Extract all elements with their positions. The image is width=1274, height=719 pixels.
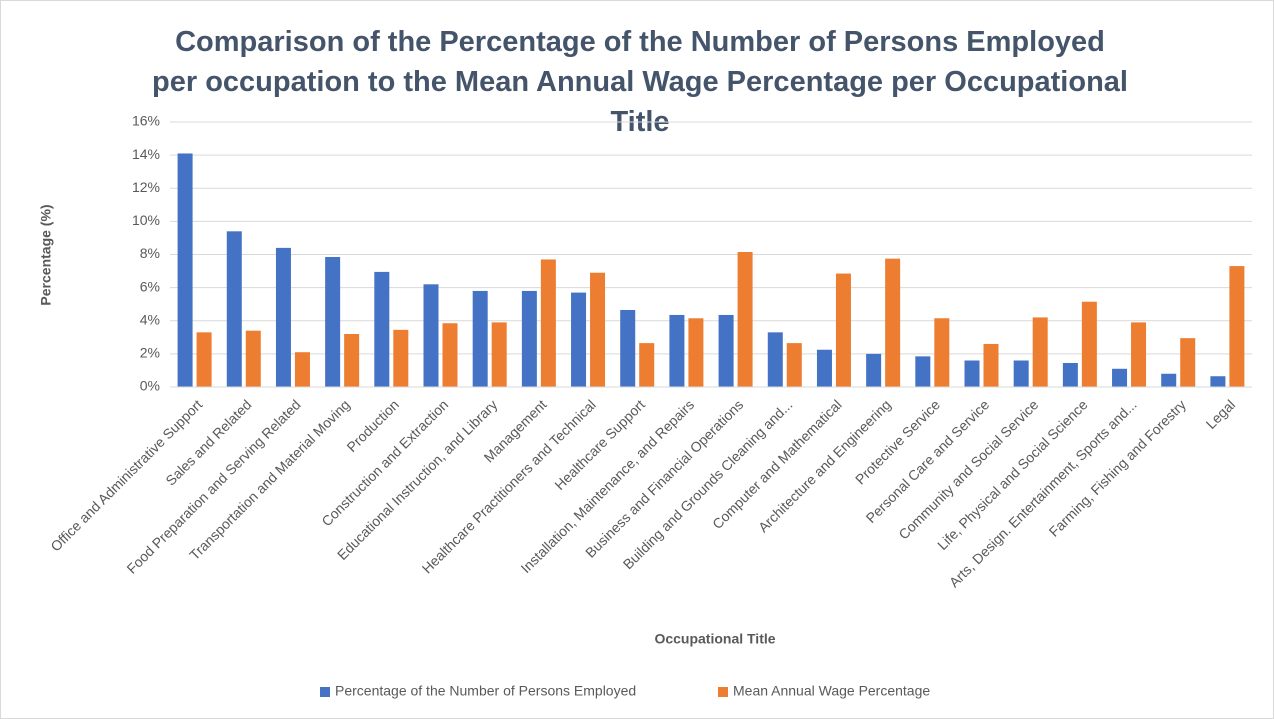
- y-tick-label: 0%: [140, 378, 160, 394]
- y-tick-label: 4%: [140, 311, 160, 327]
- bar: [786, 343, 802, 387]
- y-tick-label: 10%: [132, 212, 160, 228]
- bar: [1161, 373, 1177, 387]
- bar: [245, 330, 261, 387]
- bar: [964, 360, 980, 387]
- bar: [885, 258, 901, 387]
- x-tick-label: Legal: [1203, 396, 1239, 432]
- bar: [1062, 362, 1078, 387]
- legend-label: Percentage of the Number of Persons Empl…: [335, 683, 636, 699]
- bar: [669, 314, 685, 387]
- bar: [374, 271, 390, 387]
- bar: [767, 332, 783, 387]
- bar: [521, 290, 537, 387]
- bar: [325, 256, 341, 387]
- bar: [1210, 376, 1226, 387]
- bar: [934, 318, 950, 387]
- chart-title: Comparison of the Percentage of the Numb…: [152, 26, 1128, 138]
- y-tick-label: 16%: [132, 113, 160, 129]
- bar: [275, 247, 291, 387]
- legend-label: Mean Annual Wage Percentage: [733, 683, 930, 699]
- y-tick-label: 12%: [132, 179, 160, 195]
- bar: [1112, 368, 1128, 387]
- x-tick-label: Sales and Related: [162, 396, 254, 488]
- bar: [571, 292, 587, 387]
- bar: [393, 329, 409, 387]
- bar: [718, 314, 734, 387]
- bar: [835, 273, 851, 387]
- y-tick-label: 8%: [140, 245, 160, 261]
- y-tick-label: 14%: [132, 146, 160, 162]
- x-tick-label: Arts, Design. Entertainment, Sports and.…: [946, 396, 1140, 590]
- bar: [688, 318, 704, 387]
- bar: [442, 323, 458, 387]
- bar: [472, 290, 488, 387]
- x-tick-label: Protective Service: [852, 396, 943, 487]
- bar: [737, 252, 753, 387]
- bar: [226, 231, 242, 387]
- bar: [1131, 322, 1147, 387]
- bar: [491, 322, 507, 387]
- bar: [540, 259, 556, 387]
- bar: [816, 349, 832, 387]
- bar: [915, 356, 931, 387]
- bar: [620, 309, 636, 387]
- bar: [1081, 301, 1097, 387]
- bar: [344, 334, 360, 387]
- bar: [983, 343, 999, 387]
- x-tick-label: Food Preparation and Serving Related: [123, 396, 303, 576]
- y-tick-label: 2%: [140, 345, 160, 361]
- bar: [639, 343, 655, 387]
- bar: [1180, 338, 1196, 387]
- y-axis-title: Percentage (%): [38, 204, 54, 305]
- x-tick-label: Healthcare Practitioners and Technical: [419, 396, 599, 576]
- bar: [1013, 360, 1029, 387]
- bar: [1032, 317, 1048, 387]
- bar: [866, 353, 882, 387]
- legend-swatch: [320, 687, 330, 697]
- bar: [423, 284, 439, 387]
- bar: [177, 153, 193, 387]
- bar: [294, 352, 310, 387]
- x-tick-label: Healthcare Support: [551, 396, 648, 493]
- y-tick-label: 6%: [140, 278, 160, 294]
- x-tick-label: Installation, Maintenance, and Repairs: [517, 396, 697, 576]
- bar: [1229, 266, 1245, 387]
- bar: [590, 272, 606, 387]
- bar: [196, 332, 212, 387]
- legend-swatch: [718, 687, 728, 697]
- x-axis-title: Occupational Title: [654, 631, 775, 647]
